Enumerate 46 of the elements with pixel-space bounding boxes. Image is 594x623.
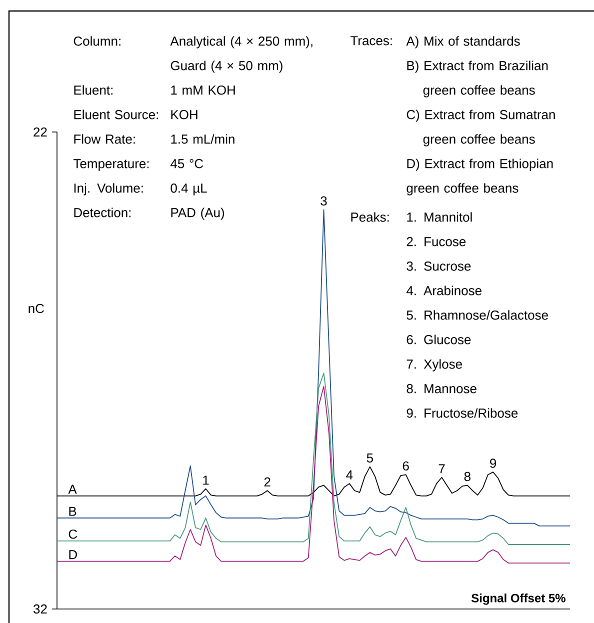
annotation: PAD (Au) (171, 208, 224, 220)
annotation: 2. Fucose (406, 237, 466, 246)
text: B) Extract from Brazilian green coffee beans (407, 60, 548, 98)
annotation: 3 (320, 196, 327, 206)
annotation: 6 (402, 461, 409, 471)
annotation: 3. Sucrose (406, 262, 471, 271)
annotation: 9 (490, 458, 496, 468)
text: A) Mix of standards (406, 36, 520, 48)
text: Traces: (350, 36, 392, 46)
annotation: 6. Glucose (406, 334, 471, 344)
annotation: 5 (366, 454, 374, 463)
annotation: 7. Xylose (406, 359, 462, 372)
series-label: D (69, 550, 77, 560)
annotation: 45 °C (170, 159, 204, 168)
text: Analytical (4 × 250 mm), Guard (4 × 50 mm) (170, 36, 312, 73)
series-label: C (68, 530, 78, 539)
annotation: 9. Fructose/Ribose (406, 408, 518, 418)
annotation: 8. Mannose (406, 384, 476, 394)
annotation: 8 (464, 472, 470, 482)
series-label: A (68, 484, 77, 494)
annotation: Signal Offset 5% (471, 594, 566, 605)
annotation: Peaks: (351, 212, 389, 222)
annotation: 1.5 mL/min (171, 134, 234, 144)
series-label: B (69, 506, 76, 516)
annotation: 1 (203, 476, 209, 485)
annotation: 5. Rhamnose/Galactose (406, 310, 548, 320)
annotation: C) Extract from Sumatran green coffee beans (406, 110, 555, 146)
annotation: 7 (438, 464, 445, 474)
y-axis-title: nC (28, 304, 44, 314)
text: Eluent Source: (74, 110, 158, 120)
annotation: 4. Arabinose (406, 286, 482, 296)
y-tick-label: 22 (34, 127, 47, 137)
annotation: Flow Rate: (74, 134, 135, 144)
y-tick-label: 32 (34, 604, 47, 614)
annotation: 0.4 µL (170, 184, 207, 196)
annotation: D) Extract from Ethiopian green coffee beans (406, 158, 553, 196)
annotation: 2 (264, 477, 270, 486)
text: 1 mM KOH (171, 86, 235, 95)
annotation: Detection: (74, 208, 131, 218)
text: Column: (74, 36, 120, 46)
annotation: Inj. Volume: (74, 183, 143, 196)
annotation: 4 (346, 470, 353, 480)
annotation: 1. Mannitol (407, 212, 472, 222)
text: Eluent: (74, 85, 112, 95)
text: KOH (171, 110, 198, 120)
annotation: Temperature: (73, 159, 149, 171)
